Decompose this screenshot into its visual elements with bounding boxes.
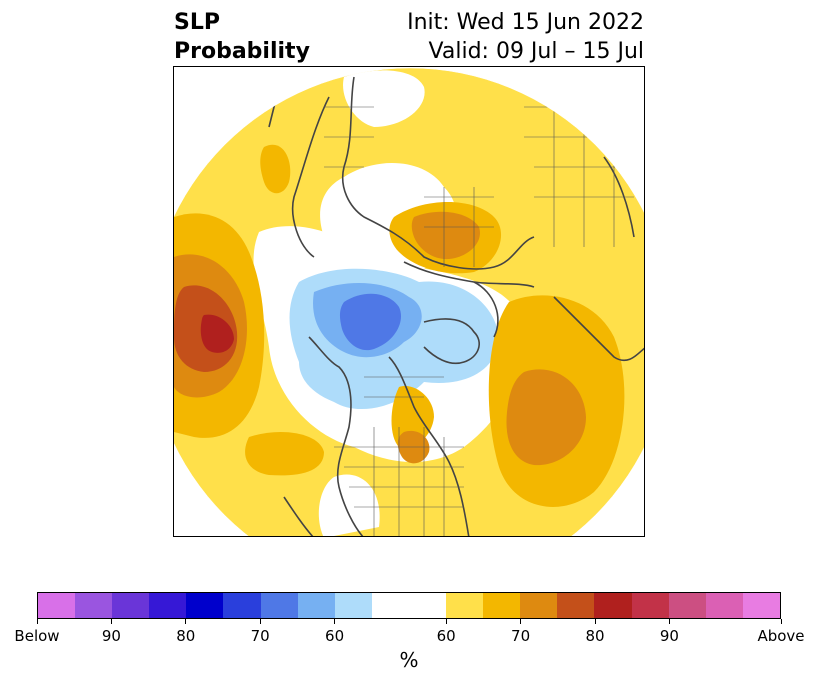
colorbar-tick-label: Below xyxy=(14,627,60,645)
colorbar-segment xyxy=(705,593,743,618)
neutral-region xyxy=(318,474,380,536)
polar-map xyxy=(173,66,645,537)
colorbar-tick xyxy=(445,619,447,624)
colorbar-segment xyxy=(408,593,447,618)
below-80-region xyxy=(339,293,402,351)
above-70-region xyxy=(391,386,434,448)
colorbar-segment xyxy=(631,593,669,618)
colorbar-segment xyxy=(594,593,632,618)
above-80-region xyxy=(411,211,480,260)
above-70-region xyxy=(260,144,291,194)
colorbar-tick-label: 70 xyxy=(511,627,531,645)
colorbar-tick-label: 70 xyxy=(250,627,270,645)
colorbar-segment xyxy=(75,593,113,618)
colorbar-segment xyxy=(520,593,558,618)
colorbar-tick-label: 80 xyxy=(176,627,196,645)
colorbar-segment xyxy=(112,593,150,618)
colorbar-tick-label: 80 xyxy=(585,627,605,645)
colorbar-segment xyxy=(483,593,521,618)
above-70-region xyxy=(245,432,324,476)
above-90-region xyxy=(200,314,234,353)
colorbar-segment xyxy=(149,593,187,618)
colorbar-tick xyxy=(110,619,112,624)
colorbar-tick-label: 60 xyxy=(325,627,345,645)
colorbar-tick xyxy=(594,619,596,624)
colorbar-tick xyxy=(520,619,522,624)
colorbar-segment xyxy=(334,593,372,618)
map-title-left: SLP Probability xyxy=(174,8,310,66)
colorbar-tick xyxy=(334,619,336,624)
colorbar-tick xyxy=(259,619,261,624)
colorbar-segment xyxy=(557,593,595,618)
colorbar-tick xyxy=(185,619,187,624)
colorbar-tick-label: 90 xyxy=(659,627,679,645)
colorbar-segment xyxy=(260,593,298,618)
colorbar-segment xyxy=(446,593,484,618)
colorbar xyxy=(37,592,781,619)
colorbar-unit-label: % xyxy=(399,648,419,672)
colorbar-tick-label: Above xyxy=(757,627,805,645)
colorbar-segment xyxy=(297,593,335,618)
colorbar-tick-label: 60 xyxy=(436,627,456,645)
colorbar-tick-label: 90 xyxy=(101,627,121,645)
above-80-region xyxy=(506,369,586,466)
colorbar-segment xyxy=(186,593,224,618)
coastlines xyxy=(268,68,644,536)
colorbar-tick xyxy=(780,619,782,624)
colorbar-segment xyxy=(38,593,76,618)
title-variable: SLP xyxy=(174,10,220,35)
colorbar-tick xyxy=(36,619,38,624)
colorbar-tick xyxy=(668,619,670,624)
colorbar-segment xyxy=(223,593,261,618)
valid-range: Valid: 09 Jul – 15 Jul xyxy=(428,39,644,64)
init-date: Init: Wed 15 Jun 2022 xyxy=(407,10,644,35)
colorbar-segment xyxy=(371,593,409,618)
neutral-region xyxy=(343,70,425,127)
map-title-right: Init: Wed 15 Jun 2022 Valid: 09 Jul – 15… xyxy=(407,8,644,66)
title-product: Probability xyxy=(174,39,310,64)
colorbar-segment xyxy=(742,593,780,618)
probability-map-svg xyxy=(174,67,644,536)
colorbar-segment xyxy=(668,593,706,618)
